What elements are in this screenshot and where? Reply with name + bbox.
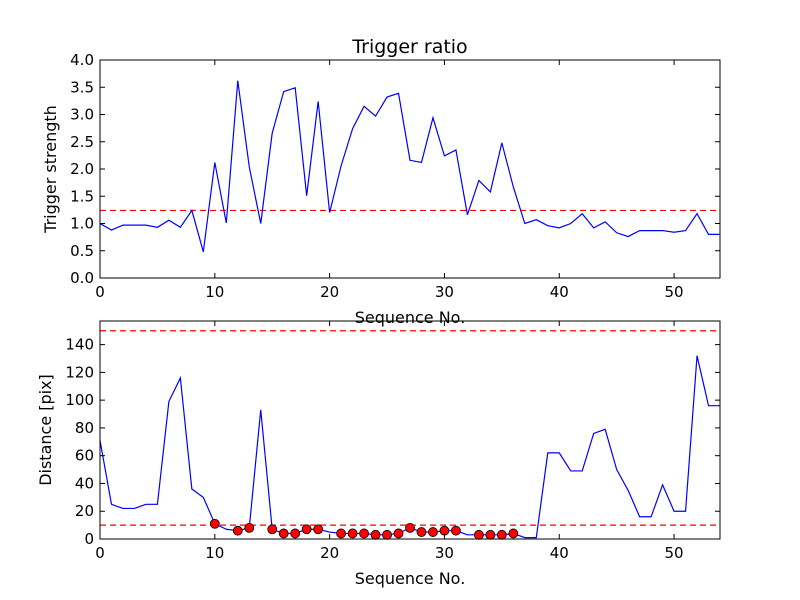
top-chart: 0 10 20 30 40 50 0.0 0.5 1.0 1.5 2.0 2.5 3.0 3.5 4.0 [70, 51, 721, 301]
bottom-marker-point [382, 529, 392, 540]
bottom-marker-point [496, 529, 507, 540]
bottom-marker-point [473, 529, 484, 540]
bottom-marker-point [267, 524, 278, 535]
bottom-ytick-label: 140 [65, 336, 94, 354]
top-xtick-label: 50 [665, 283, 684, 301]
top-ytick-label: 0.0 [70, 269, 94, 287]
top-xtick-label: 20 [320, 283, 339, 301]
top-ytick-label: 0.5 [70, 242, 94, 260]
bottom-axes-frame [99, 320, 721, 540]
bottom-marker-point [244, 522, 255, 533]
bottom-plot-area [100, 330, 720, 539]
bottom-marker-point [485, 529, 496, 540]
bottom-xtick-label: 30 [435, 544, 454, 562]
bottom-marker-point [209, 518, 220, 529]
bottom-chart: 0 10 20 30 40 50 0 20 40 60 80 100 120 140 [65, 320, 721, 562]
bottom-ytick-label: 60 [75, 447, 94, 465]
bottom-ytick-label: 80 [75, 419, 94, 437]
bottom-xtick-label: 0 [95, 544, 105, 562]
top-ytick-label: 2.5 [70, 133, 94, 151]
top-series-line-0 [100, 80, 720, 253]
bottom-marker-point [508, 528, 519, 539]
top-ytick-label: 2.0 [70, 160, 94, 178]
bottom-chart-ylabel: Distance [pix] [36, 374, 55, 486]
bottom-marker-point [405, 522, 415, 533]
bottom-ytick-label: 0 [84, 530, 94, 548]
bottom-marker-point [290, 528, 301, 539]
bottom-xtick-label: 40 [550, 544, 569, 562]
bottom-xtick-label: 20 [320, 544, 339, 562]
top-ytick-label: 1.0 [70, 215, 94, 233]
bottom-marker-point [428, 527, 438, 537]
bottom-ytick-label: 100 [65, 391, 94, 409]
bottom-marker-point [370, 529, 381, 540]
top-ytick-label: 1.5 [70, 187, 94, 205]
top-chart-title: Trigger ratio [351, 36, 467, 58]
bottom-marker-point [359, 528, 369, 539]
bottom-marker-point [393, 528, 404, 539]
bottom-ytick-label: 120 [65, 363, 94, 381]
top-xtick-label: 10 [205, 283, 224, 301]
top-ytick-label: 4.0 [70, 51, 94, 69]
bottom-series-line-0 [100, 355, 720, 539]
top-axes-frame [99, 59, 721, 279]
top-ytick-label: 3.5 [70, 78, 94, 96]
top-chart-xlabel: Sequence No. [355, 308, 466, 327]
top-ytick-label: 3.0 [70, 106, 94, 124]
bottom-xtick-label: 10 [205, 544, 224, 562]
bottom-marker-point [232, 525, 243, 536]
top-chart-ylabel: Trigger strength [41, 105, 60, 234]
top-xtick-label: 30 [435, 283, 454, 301]
bottom-ytick-label: 40 [75, 474, 94, 492]
bottom-marker-point [336, 528, 347, 539]
bottom-marker-point [439, 525, 450, 536]
top-xtick-label: 40 [550, 283, 569, 301]
bottom-marker-point [451, 525, 461, 536]
bottom-xtick-label: 50 [665, 544, 684, 562]
bottom-marker-point [416, 527, 427, 537]
bottom-marker-point [313, 524, 324, 535]
top-plot-area [100, 80, 720, 253]
bottom-marker-point [347, 528, 358, 539]
top-xtick-label: 0 [95, 283, 105, 301]
bottom-marker-point [301, 524, 312, 535]
bottom-ytick-label: 20 [75, 502, 94, 520]
bottom-marker-point [278, 528, 289, 539]
bottom-chart-xlabel: Sequence No. [355, 569, 466, 588]
